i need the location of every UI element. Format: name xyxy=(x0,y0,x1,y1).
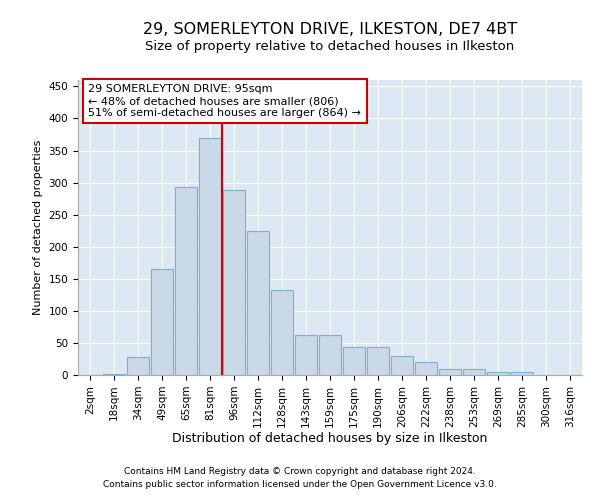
Text: 29, SOMERLEYTON DRIVE, ILKESTON, DE7 4BT: 29, SOMERLEYTON DRIVE, ILKESTON, DE7 4BT xyxy=(143,22,517,38)
Text: 29 SOMERLEYTON DRIVE: 95sqm
← 48% of detached houses are smaller (806)
51% of se: 29 SOMERLEYTON DRIVE: 95sqm ← 48% of det… xyxy=(88,84,361,117)
Bar xyxy=(151,269,173,375)
Bar xyxy=(175,187,197,375)
Bar xyxy=(343,348,365,375)
Text: Size of property relative to detached houses in Ilkeston: Size of property relative to detached ho… xyxy=(145,40,515,53)
Text: Contains public sector information licensed under the Open Government Licence v3: Contains public sector information licen… xyxy=(103,480,497,489)
Bar xyxy=(391,356,413,375)
Bar xyxy=(319,335,341,375)
Bar xyxy=(439,369,461,375)
Text: Contains HM Land Registry data © Crown copyright and database right 2024.: Contains HM Land Registry data © Crown c… xyxy=(124,467,476,476)
Bar xyxy=(127,357,149,375)
Bar xyxy=(415,362,437,375)
Bar xyxy=(271,290,293,375)
Bar xyxy=(295,335,317,375)
Bar xyxy=(463,368,485,375)
Bar xyxy=(103,374,125,375)
Bar xyxy=(199,138,221,375)
Bar xyxy=(223,190,245,375)
Bar xyxy=(247,230,269,375)
Bar xyxy=(367,348,389,375)
Bar xyxy=(487,372,509,375)
X-axis label: Distribution of detached houses by size in Ilkeston: Distribution of detached houses by size … xyxy=(172,432,488,446)
Y-axis label: Number of detached properties: Number of detached properties xyxy=(33,140,43,315)
Bar xyxy=(511,372,533,375)
